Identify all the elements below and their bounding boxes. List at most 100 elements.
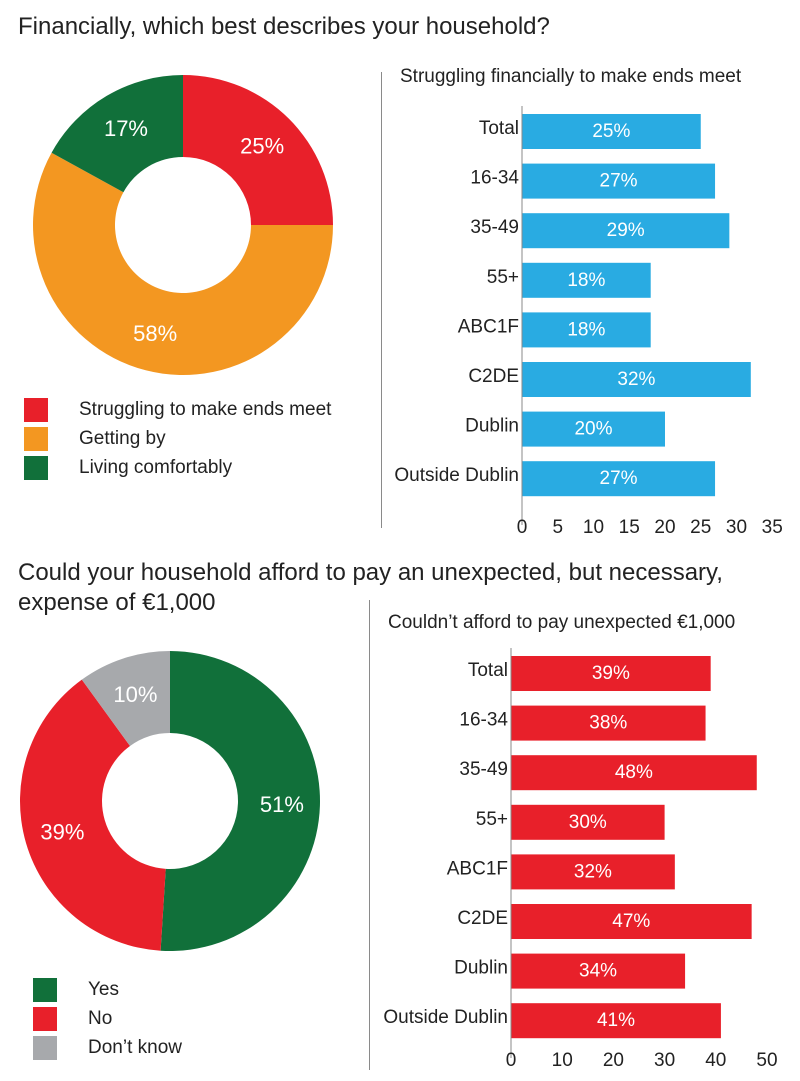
legend-label: Living comfortably [79,456,233,478]
bar-dublin [522,411,665,447]
donut-value-label: 25% [240,133,284,158]
legend-item-struggling-to-make-ends-meet: Struggling to make ends meet [24,395,331,424]
question-1-title: Financially, which best describes your h… [18,12,550,42]
legend-item-no: No [33,1004,182,1033]
donut-chart-unexpected-expense: 51% 39% 10% [20,651,321,951]
legend-item-living-comfortably: Living comfortably [24,453,331,482]
bar-chart-1-title: Struggling financially to make ends meet [400,66,742,87]
x-tick-label: 0 [517,517,528,538]
x-tick-label: 35 [762,517,783,538]
category-label: Dublin [454,958,508,979]
bar-value-label: 39% [592,663,630,684]
bar-abc1f [511,854,675,890]
donut-slice-getting-by [33,152,333,375]
x-tick-label: 30 [654,1050,675,1071]
bar-value-label: 18% [567,270,605,291]
category-label: 16-34 [459,710,508,731]
bar-dublin [511,953,686,989]
donut-value-label: 58% [133,321,177,346]
donut-slice-living-comfortably [51,75,183,193]
bar-value-label: 48% [615,762,653,783]
x-tick-label: 40 [705,1050,726,1071]
bar-35-49 [522,213,730,249]
legend-label: Getting by [79,427,166,449]
vertical-divider [381,72,382,528]
donut-chart-household-finances: 25% 58% 17% [33,75,333,375]
bar-55 [511,804,665,840]
legend-swatch [24,397,48,422]
bar-value-label: 30% [569,812,607,833]
bar-value-label: 47% [612,911,650,932]
legend-swatch [33,977,57,1002]
donut-slice-don-t-know [81,651,170,746]
legend-label: Don’t know [88,1036,182,1058]
legend-swatch [24,455,48,480]
donut-value-label: 10% [113,682,157,707]
bar-outside-dublin [522,461,716,497]
bar-35-49 [511,755,757,791]
donut-value-label: 51% [260,792,304,817]
question-1-title-text: Financially, which best describes your h… [18,13,550,40]
bar-total [522,114,701,149]
x-tick-label: 50 [756,1050,777,1071]
category-label: Dublin [465,416,519,437]
x-tick-label: 5 [552,517,563,538]
bar-value-label: 18% [567,319,605,340]
legend-item-getting-by: Getting by [24,424,331,453]
bar-c2de [511,904,752,939]
category-label: C2DE [457,908,508,929]
legend-label: Yes [88,978,119,1000]
category-label: 35-49 [459,759,508,780]
legend-label: Struggling to make ends meet [79,398,332,420]
bar-value-label: 29% [607,220,645,241]
bar-chart-2-title: Couldn’t afford to pay unexpected €1,000 [388,612,736,633]
legend-swatch [33,1006,57,1031]
bar-value-label: 25% [592,121,630,142]
bar-value-label: 32% [617,369,655,390]
donut-slice-yes [160,651,321,951]
x-tick-label: 20 [603,1050,624,1071]
x-tick-label: 10 [583,517,604,538]
bar-outside-dublin [511,1003,721,1039]
legend-household-finances: Struggling to make ends meet Getting by Li… [24,395,331,482]
bar-abc1f [522,312,651,348]
legend-unexpected-expense: Yes No Don’t know [33,975,182,1062]
x-tick-label: 0 [506,1050,517,1071]
bar-value-label: 27% [600,171,638,192]
bar-value-label: 20% [574,419,612,440]
category-label: ABC1F [447,858,508,879]
category-label: 55+ [476,809,508,830]
bar-55 [522,262,651,298]
category-label: 35-49 [470,217,519,238]
category-label: 55+ [487,267,519,288]
donut-value-label: 39% [40,820,84,845]
legend-item-yes: Yes [33,975,182,1004]
bar-value-label: 41% [597,1010,635,1031]
category-label: ABC1F [458,316,519,337]
category-label: Total [479,118,519,139]
x-tick-label: 20 [654,517,675,538]
bar-value-label: 38% [589,713,627,734]
category-label: 16-34 [470,168,519,189]
question-2-title-line-1: Could your household afford to pay an un… [18,559,723,586]
donut-slice-struggling-to-make-ends-meet [183,75,333,225]
x-tick-label: 25 [690,517,711,538]
donut-slice-no [20,679,166,951]
bar-value-label: 27% [600,468,638,489]
question-2-title: Could your household afford to pay an un… [18,558,723,618]
vertical-divider [369,600,370,1070]
bar-chart-cannot-afford: Total 39% 16-34 38% 35-49 48% 55+ 30% ABC1F 32% C2… [383,648,778,1071]
bar-value-label: 32% [574,861,612,882]
x-tick-label: 10 [552,1050,573,1071]
legend-swatch [33,1035,57,1060]
legend-swatch [24,426,48,451]
bar-value-label: 34% [579,961,617,982]
category-label: Outside Dublin [383,1007,508,1028]
bar-16-34 [522,163,716,199]
question-2-title-line-2: expense of €1,000 [18,589,216,616]
bar-total [511,656,711,691]
x-tick-label: 30 [726,517,747,538]
legend-label: No [88,1007,113,1029]
legend-item-don-t-know: Don’t know [33,1033,182,1062]
category-label: C2DE [468,366,519,387]
